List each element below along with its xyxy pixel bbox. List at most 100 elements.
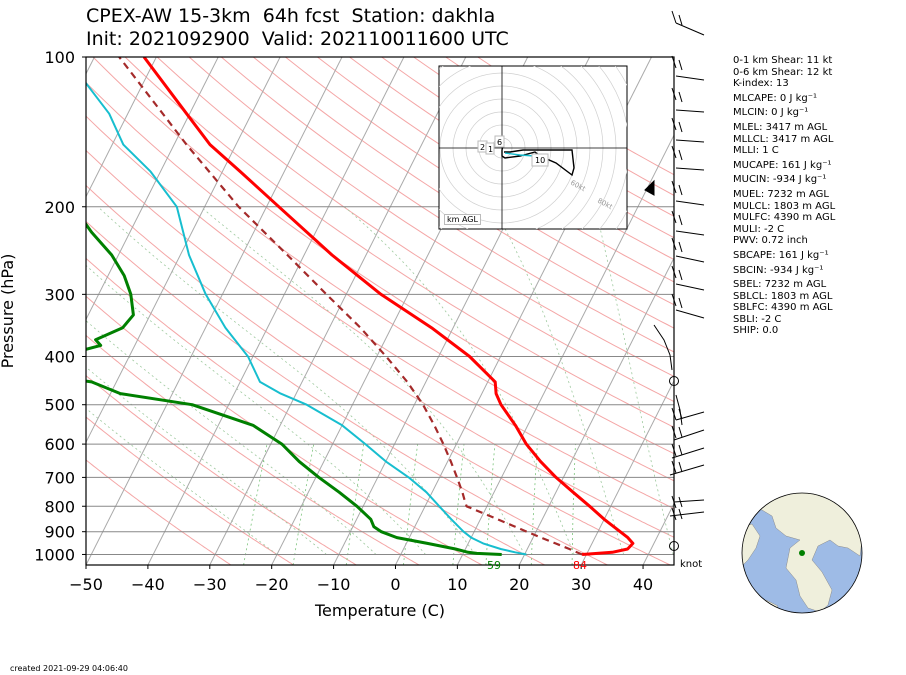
- hodograph-level-2: 2: [480, 143, 485, 152]
- y-tick-label: 600: [44, 435, 75, 454]
- x-tick-label: −40: [131, 575, 165, 594]
- wind-barb: [671, 10, 705, 36]
- moist-adiabat: [594, 206, 674, 555]
- wind-barb-flag: [678, 269, 683, 281]
- mixing-ratio-line: [571, 444, 576, 565]
- wind-barb-shaft: [671, 447, 705, 459]
- dry-adiabat: [220, 57, 674, 353]
- dry-adiabat: [86, 257, 545, 565]
- isotherm: [580, 379, 674, 565]
- wind-barb: [669, 507, 705, 521]
- wind-barb-flag: [678, 214, 683, 226]
- created-timestamp: created 2021-09-29 04:06:40: [10, 664, 128, 673]
- mixing-ratio-line: [292, 444, 315, 565]
- stability-index-item: MUCIN: -934 J kg⁻¹: [733, 174, 827, 186]
- calm-wind-marker: [669, 541, 679, 551]
- mixing-ratio-line: [452, 444, 465, 565]
- wind-barb: [671, 180, 705, 206]
- wind-barb-trace: [653, 324, 673, 371]
- stability-index-item: MULFC: 4390 m AGL: [733, 212, 836, 224]
- wind-barb-flag: [678, 14, 683, 26]
- wind-barb-flag: [671, 180, 677, 194]
- dry-adiabat: [86, 115, 674, 510]
- wind-barb-shaft: [675, 230, 705, 236]
- moist-adiabat: [86, 407, 278, 555]
- wind-barb-shaft: [669, 464, 705, 476]
- stability-index-item: SBEL: 7232 m AGL: [733, 279, 827, 291]
- stability-index-item: MLLI: 1 C: [733, 145, 779, 157]
- wind-barb-flag: [671, 117, 677, 131]
- dry-adiabat: [317, 57, 674, 283]
- station-marker: [799, 550, 805, 556]
- chart-title-line1: CPEX-AW 15-3km 64h fcst Station: dakhla: [86, 5, 496, 27]
- wind-barb: [671, 425, 705, 441]
- y-tick-label: 500: [44, 396, 75, 415]
- y-tick-label: 900: [44, 523, 75, 542]
- wind-barb-flag: [671, 87, 677, 101]
- y-tick-label: 700: [44, 468, 75, 487]
- wetbulb-profile: [86, 81, 527, 556]
- hodograph-legend: km AGL: [444, 214, 481, 225]
- wind-barb: [669, 460, 705, 476]
- wind-barb-flag: [678, 59, 683, 71]
- hodograph-level-1: 1: [488, 145, 493, 154]
- surface-temperature-label: 84: [573, 559, 587, 572]
- wind-barb-flag: [671, 55, 677, 69]
- wind-barbs: [644, 10, 705, 551]
- wind-barb-flag: [671, 237, 677, 251]
- wind-barb-flag: [671, 507, 677, 521]
- x-tick-label: 40: [633, 575, 653, 594]
- wind-barb-flag: [678, 241, 683, 253]
- wind-barb-flag: [678, 461, 683, 473]
- wind-barb-flag: [678, 444, 683, 456]
- mixing-ratio-line: [530, 444, 538, 565]
- x-tick-label: 10: [447, 575, 467, 594]
- wind-barb-trace: [675, 394, 683, 426]
- hodograph-trace: [501, 141, 575, 177]
- mixing-ratio-line: [403, 444, 419, 565]
- hodograph-level-6: 6: [497, 138, 502, 147]
- x-tick-label: −10: [317, 575, 351, 594]
- wind-barb-shaft: [675, 139, 705, 143]
- wind-barb-flag: [671, 460, 677, 474]
- wind-barb-flag: [671, 407, 677, 421]
- stability-index-item: PWV: 0.72 inch: [733, 235, 808, 247]
- wind-barb-flag: [671, 495, 677, 509]
- profile-lines: [86, 57, 635, 556]
- wind-barb-shaft: [675, 22, 705, 36]
- dry-adiabat: [86, 149, 674, 538]
- plot-frame: [85, 56, 675, 566]
- wind-barb: [671, 443, 705, 459]
- isotherm: [86, 57, 157, 198]
- wind-barb: [671, 237, 705, 263]
- x-axis-label: Temperature (C): [314, 601, 445, 620]
- isotherm: [209, 57, 467, 565]
- dry-adiabat: [86, 459, 232, 565]
- wind-barb: [671, 495, 705, 509]
- stability-index-item: MULI: -2 C: [733, 223, 785, 235]
- mixing-ratio-line: [243, 444, 268, 565]
- wind-barb-shaft: [675, 167, 705, 171]
- wind-barb-flag: [678, 297, 683, 309]
- wind-barb-flag: [678, 149, 683, 161]
- wind-barb-flag: [671, 425, 677, 439]
- dewpoint-profile: [86, 221, 502, 556]
- isotherm: [518, 256, 674, 565]
- x-tick-label: 20: [509, 575, 529, 594]
- wind-barb-flag: [671, 293, 677, 307]
- dry-adiabat: [124, 57, 674, 428]
- wind-barb-shaft: [675, 75, 705, 81]
- stability-index-item: SHIP: 0.0: [733, 325, 779, 337]
- wind-barb-flag: [678, 121, 683, 133]
- wind-barb: [671, 145, 705, 171]
- wind-barb-shaft: [675, 309, 705, 319]
- wind-barb-pennant: [644, 179, 655, 196]
- dry-adiabat: [86, 295, 483, 565]
- wind-barb-shaft: [673, 499, 705, 503]
- y-tick-label: 200: [44, 198, 75, 217]
- wind-barb: [671, 117, 705, 143]
- isotherm: [86, 57, 281, 444]
- dry-adiabat: [188, 57, 674, 378]
